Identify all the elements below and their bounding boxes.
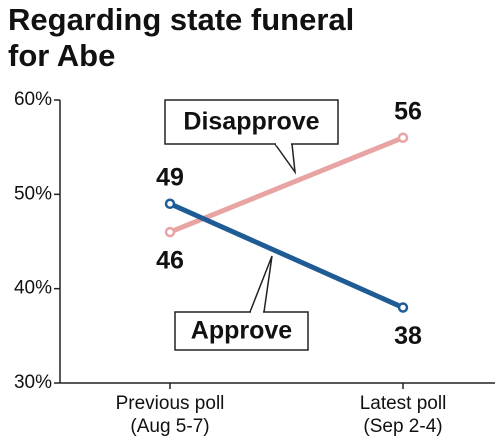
data-label: 38 bbox=[394, 322, 422, 350]
point bbox=[164, 226, 176, 238]
series-line bbox=[168, 201, 405, 310]
chart-title: Regarding state funeral for Abe bbox=[8, 2, 355, 73]
y-tick-label: 50% bbox=[14, 183, 52, 204]
y-tick-label: 30% bbox=[14, 372, 52, 393]
series-line bbox=[169, 135, 404, 235]
callout-pointer bbox=[249, 255, 273, 313]
point bbox=[397, 302, 409, 313]
data-label: 56 bbox=[394, 97, 422, 125]
point bbox=[397, 132, 409, 143]
y-tick-label: 40% bbox=[14, 278, 52, 299]
y-tick-label: 60% bbox=[14, 89, 52, 110]
legend-label: Disapprove bbox=[183, 108, 319, 136]
legend-label: Approve bbox=[191, 317, 293, 345]
data-label: 49 bbox=[156, 163, 184, 191]
data-label: 46 bbox=[156, 247, 184, 275]
legend-box bbox=[164, 99, 339, 145]
x-tick-label: Previous poll (Aug 5-7) bbox=[115, 393, 225, 437]
x-tick-label: Latest poll (Sep 2-4) bbox=[359, 393, 447, 437]
point bbox=[164, 198, 176, 210]
legend-box bbox=[174, 311, 309, 351]
callout-pointer bbox=[274, 143, 297, 175]
